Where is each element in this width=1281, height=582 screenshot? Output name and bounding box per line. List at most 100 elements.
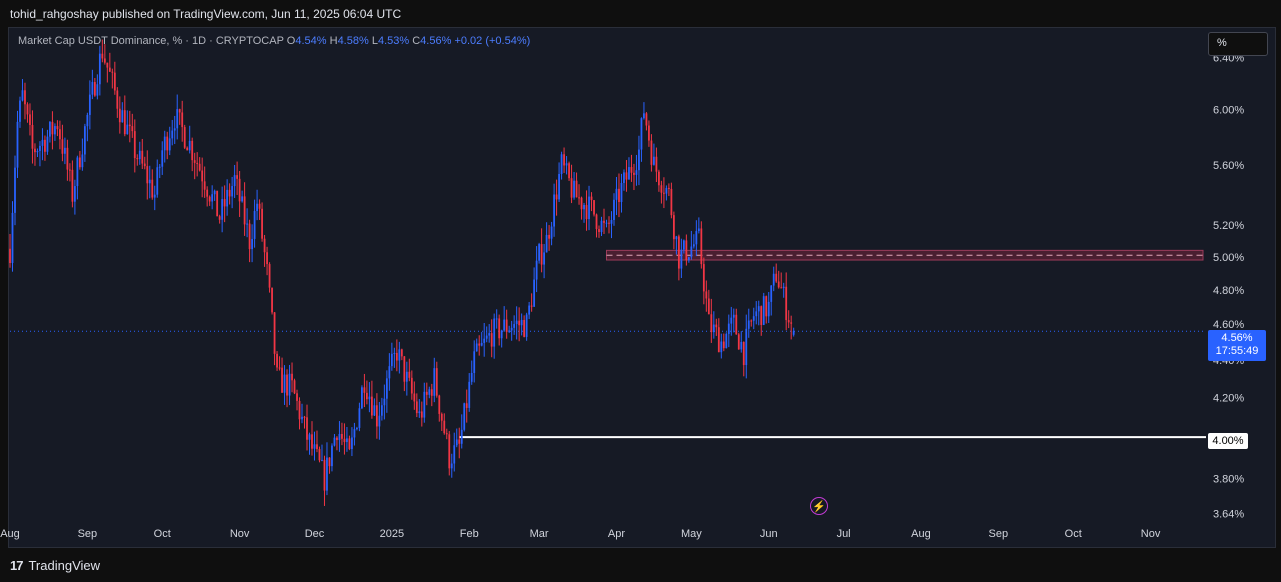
candle-body [680, 249, 683, 269]
candle-body [672, 215, 675, 240]
candle-body [59, 129, 61, 140]
candle-body [385, 378, 388, 399]
candle-body [555, 194, 558, 200]
candle-body [613, 199, 615, 221]
candle-body [575, 180, 578, 198]
candle-body [610, 220, 613, 224]
candle-body [370, 396, 373, 416]
candle-body [762, 296, 765, 325]
candle-body [635, 170, 638, 175]
candle-body [393, 352, 396, 354]
candle-body [253, 210, 256, 239]
candle-body [565, 163, 568, 166]
candle-body [321, 459, 323, 461]
candle-body [263, 238, 266, 253]
candle-body [86, 114, 89, 127]
candle-body [128, 124, 131, 127]
candle-body [301, 416, 303, 420]
tradingview-logo[interactable]: 17 TradingView [10, 558, 100, 573]
candle-body [530, 305, 533, 307]
candle-body [695, 231, 698, 245]
scale-mode-button[interactable]: % [1208, 32, 1268, 56]
candle-body [660, 185, 663, 193]
candle-body [480, 342, 483, 346]
candle-body [221, 199, 224, 220]
candle-body [395, 352, 398, 361]
candle-body [410, 377, 413, 394]
publisher-bar: tohid_rahgoshay published on TradingView… [0, 0, 1281, 28]
candle-body [702, 264, 705, 292]
candle-body [712, 324, 715, 333]
candle-body [326, 457, 328, 491]
candle-body [453, 445, 456, 464]
candle-body [588, 196, 590, 220]
candle-body [116, 90, 119, 109]
candle-body [78, 157, 81, 168]
y-tick-label: 4.60% [1213, 319, 1244, 331]
candle-body [196, 162, 199, 164]
x-tick-label: Sep [78, 528, 98, 540]
candle-body [540, 244, 543, 265]
candle-body [188, 140, 191, 151]
candle-body [98, 53, 101, 85]
candle-body [91, 82, 94, 95]
candle-body [31, 124, 34, 149]
symbol-name: Market Cap USDT Dominance, % · 1D · CRYP… [18, 35, 284, 47]
candle-body [682, 240, 685, 250]
candle-body [520, 319, 523, 326]
candle-body [792, 331, 795, 335]
candle-body [400, 349, 403, 357]
candle-body [49, 121, 51, 137]
candle-body [433, 368, 436, 396]
x-tick-label: Nov [230, 528, 250, 540]
candle-body [246, 223, 249, 225]
last-price-tag: 4.56% 17:55:49 [1208, 330, 1266, 361]
candle-body [428, 389, 431, 395]
candle-body [108, 67, 111, 72]
candle-body [710, 314, 713, 333]
symbol-legend: Market Cap USDT Dominance, % · 1D · CRYP… [18, 35, 530, 47]
candle-body [655, 156, 658, 172]
candle-body [111, 71, 114, 73]
candle-body [101, 53, 104, 59]
candle-body [770, 285, 773, 302]
candle-body [151, 179, 154, 198]
candle-body [470, 373, 473, 382]
last-price-value: 4.56% [1221, 332, 1253, 344]
candle-body [423, 391, 426, 418]
lightning-icon[interactable]: ⚡ [810, 497, 828, 515]
candle-body [161, 150, 164, 167]
candle-body [96, 84, 99, 96]
candle-body [757, 306, 760, 312]
candle-body [790, 322, 793, 324]
candle-body [44, 139, 46, 152]
candle-body [515, 320, 518, 325]
candle-body [198, 163, 201, 171]
candle-body [76, 157, 79, 187]
candle-body [276, 353, 278, 368]
candle-body [785, 286, 788, 321]
candle-body [231, 186, 234, 197]
candle-body [298, 400, 301, 420]
candle-body [408, 371, 411, 378]
candle-body [445, 433, 448, 435]
low-label: L [371, 35, 378, 47]
candle-body [495, 318, 498, 320]
candle-body [488, 333, 491, 336]
x-tick-label: Feb [460, 528, 479, 540]
candle-body [560, 154, 563, 174]
candle-body [34, 148, 36, 153]
candle-body [323, 459, 326, 491]
candle-body [268, 264, 271, 288]
candle-body [41, 139, 44, 146]
candle-body [368, 396, 371, 400]
y-tick-label: 4.80% [1213, 285, 1244, 297]
candle-body [500, 330, 503, 339]
candle-body [550, 226, 553, 239]
chart-frame[interactable] [8, 27, 1276, 548]
candle-body [505, 319, 508, 332]
candle-body [538, 244, 541, 261]
candle-body [403, 356, 406, 382]
candle-body [113, 72, 116, 91]
